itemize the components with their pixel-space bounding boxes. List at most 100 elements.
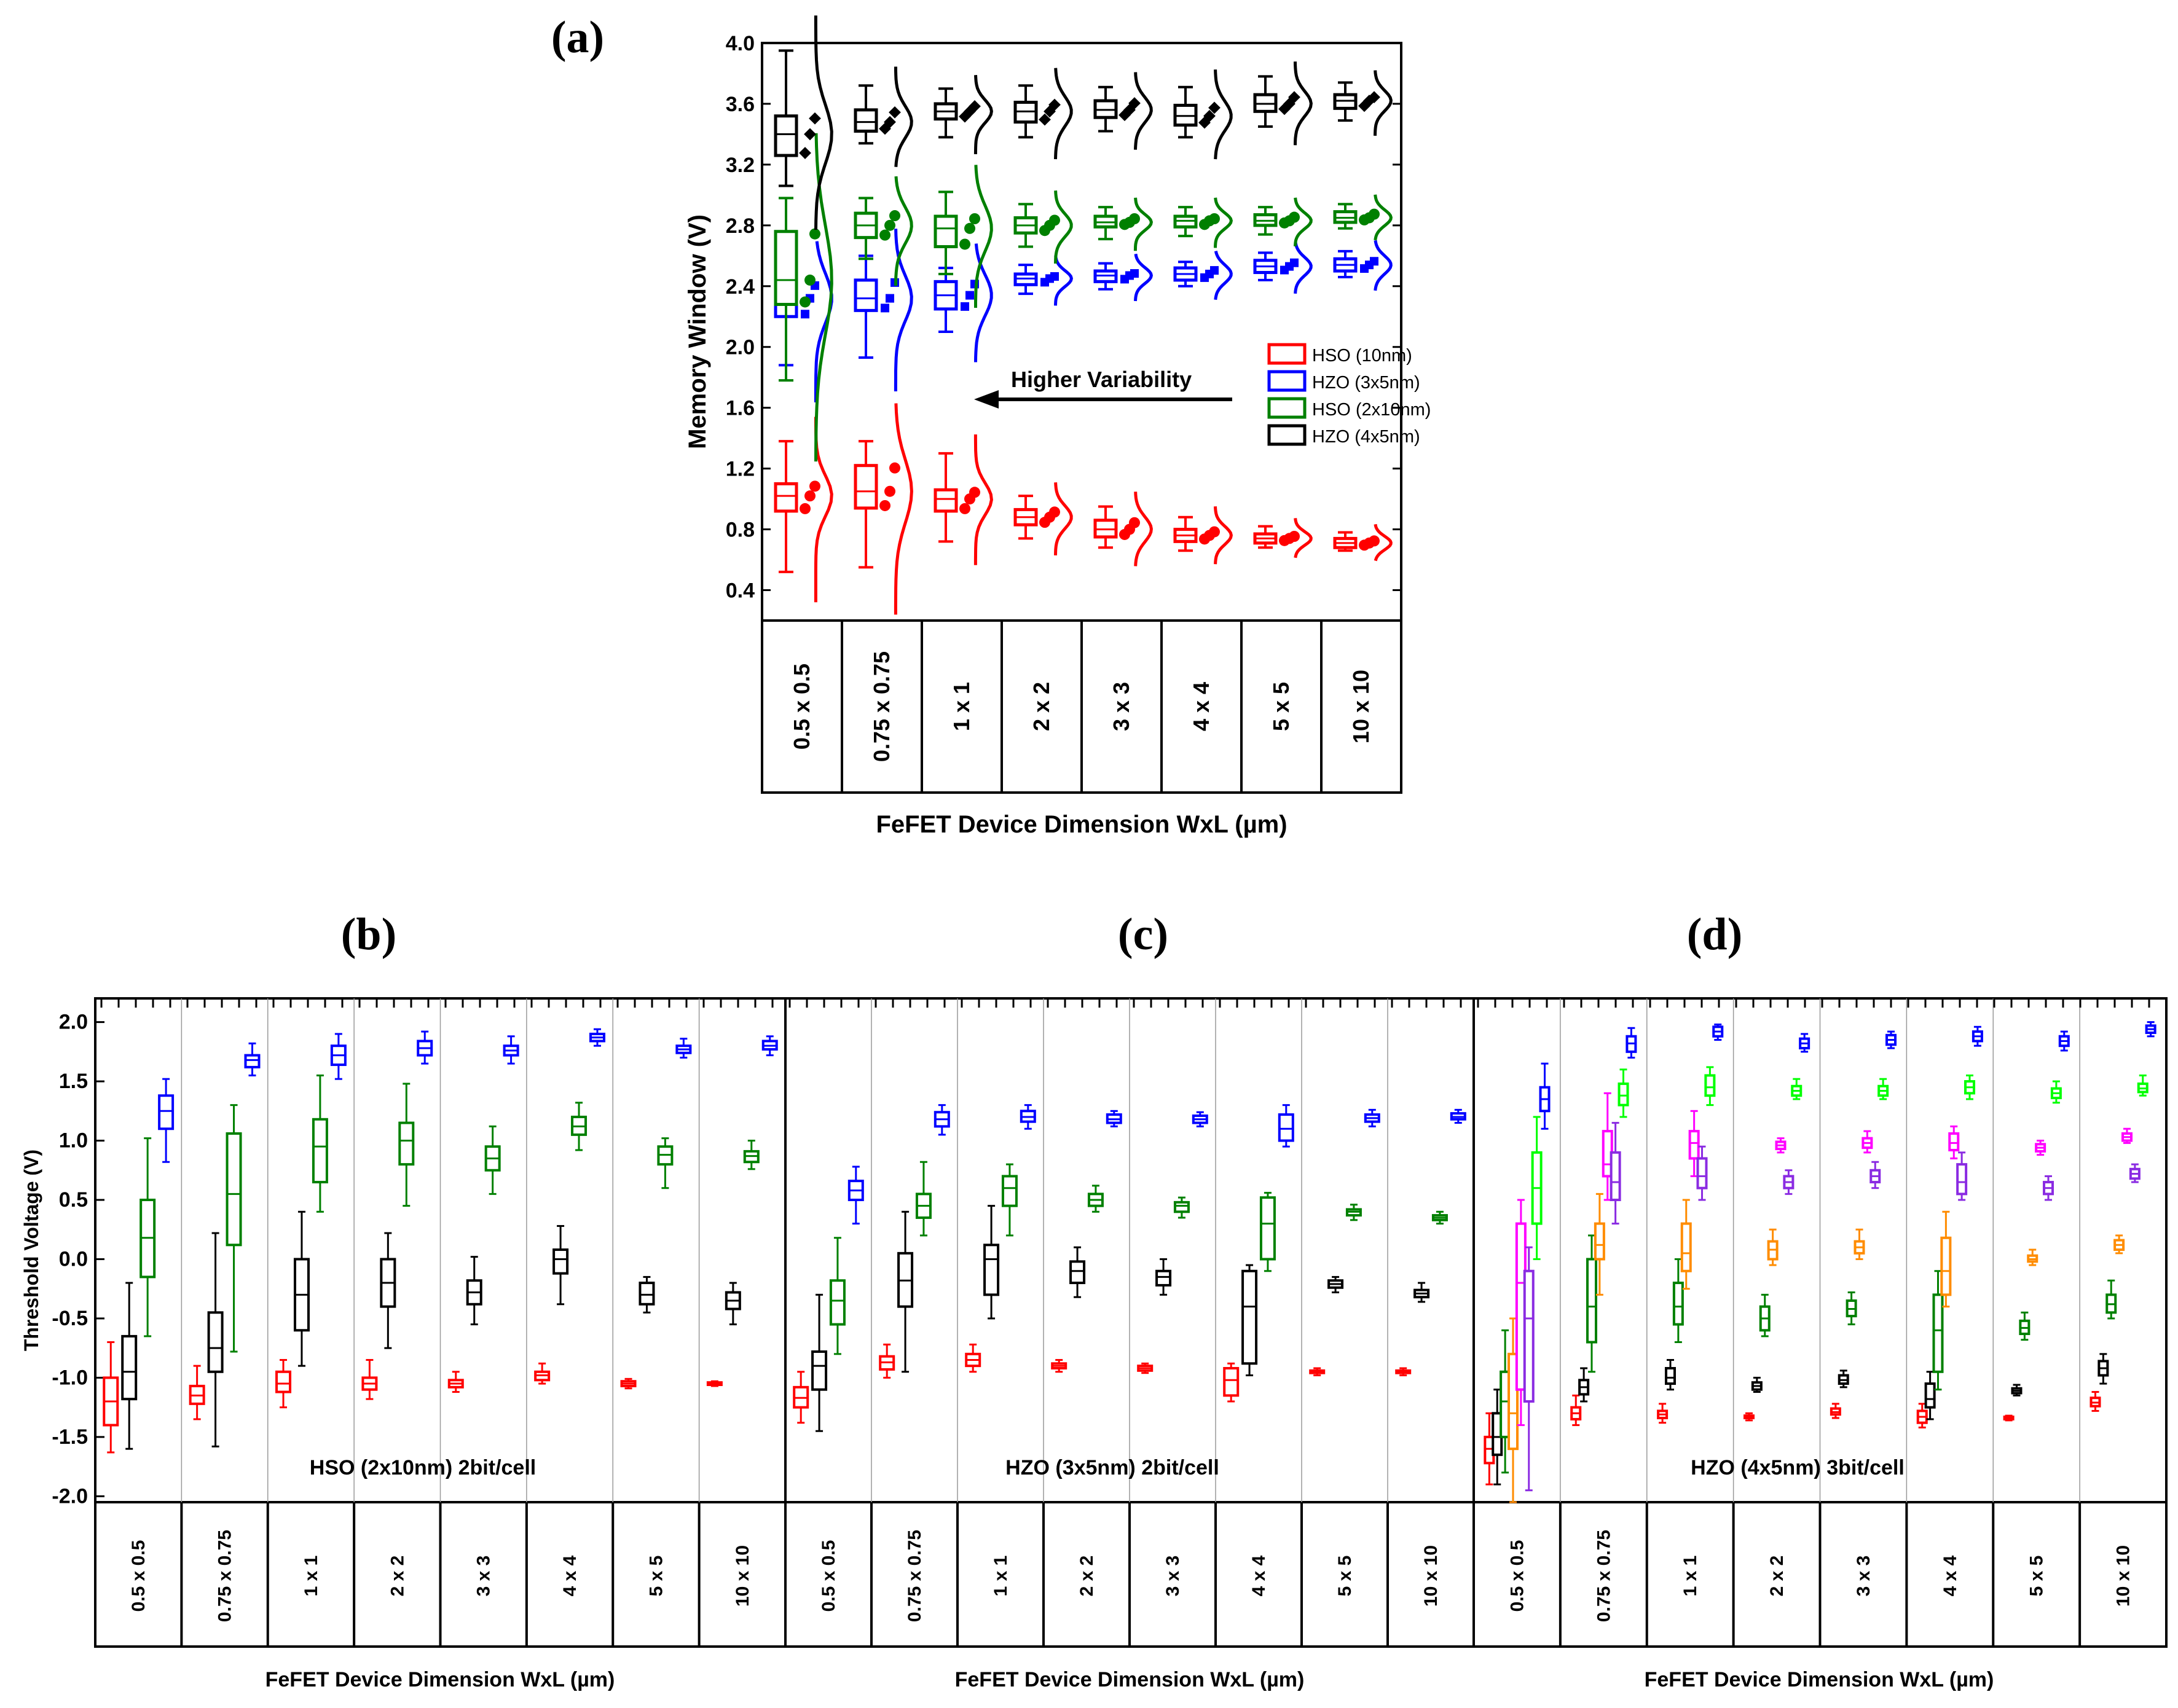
box (811, 1350, 828, 1391)
box (1001, 1175, 1018, 1207)
box (1223, 1366, 1240, 1397)
distribution-curve (1133, 197, 1153, 251)
distribution-curve (974, 165, 993, 308)
distribution-curve (1054, 255, 1073, 306)
circle-marker (809, 228, 820, 240)
box (1594, 1222, 1605, 1261)
distribution-curve (894, 66, 913, 167)
square-marker (1370, 257, 1378, 266)
circle-marker (889, 462, 900, 474)
circle-marker (879, 499, 890, 511)
box (552, 1248, 569, 1275)
diamond-marker (1128, 97, 1141, 109)
panel-label-c: (c) (1118, 909, 1168, 960)
y-tick-label: 2.0 (726, 336, 755, 359)
circle-marker (809, 480, 820, 492)
y-tick-label: 2.0 (59, 1011, 88, 1034)
box (854, 278, 878, 312)
box (244, 1054, 261, 1068)
box (934, 488, 958, 513)
box (1241, 1269, 1258, 1365)
distribution-curve (1214, 197, 1233, 248)
circle-marker (969, 213, 980, 224)
circle-marker (889, 210, 900, 222)
diamond-marker (1288, 91, 1300, 104)
panel-c-title: HZO (3x5nm) 2bit/cell (1005, 1456, 1219, 1479)
circle-marker (804, 490, 816, 502)
circle-marker (959, 238, 970, 250)
diamond-marker (1368, 91, 1380, 104)
diamond-marker (1208, 101, 1221, 114)
box (226, 1132, 242, 1247)
panel-a-y-ticks: 0.4 0.8 1.2 1.6 2.0 2.4 2.8 3.2 3.6 4.0 (726, 32, 1401, 603)
box (829, 1279, 846, 1326)
category-label: 5 x 5 (646, 1556, 666, 1597)
circle-marker (884, 219, 895, 231)
square-marker (1050, 272, 1059, 281)
panel-a-memory-window: 0.4 0.8 1.2 1.6 2.0 2.4 2.8 3.2 3.6 4.0 0.5 x 0.5… (684, 15, 1431, 838)
bottom-y-ticks: -2.0 -1.5 -1.0 -0.5 0.0 0.5 1.0 1.5 2.0 (52, 998, 2150, 1508)
panel-d-title: HZO (4x5nm) 3bit/cell (1691, 1456, 1905, 1479)
panel-label-b: (b) (341, 909, 396, 960)
category-label: 0.5 x 0.5 (819, 1540, 839, 1612)
legend-swatch (1267, 370, 1307, 392)
distribution-curve (1294, 61, 1313, 146)
y-tick-label: 0.0 (59, 1247, 88, 1271)
category-label: 5 x 5 (1268, 682, 1294, 731)
legend-swatch (1267, 424, 1307, 446)
distribution-curve (814, 15, 833, 230)
category-label: 10 x 10 (1348, 670, 1374, 743)
diamond-marker (799, 147, 811, 159)
y-tick-label: 4.0 (726, 32, 755, 55)
higher-variability-annotation: Higher Variability (1011, 367, 1192, 392)
panels-threshold-voltage: -2.0 -1.5 -1.0 -0.5 0.0 0.5 1.0 1.5 2.0 0.5 x 0.… (20, 997, 2168, 1691)
distribution-curve (1374, 240, 1393, 291)
y-tick-label: 0.5 (59, 1188, 88, 1212)
panel-b-title: HSO (2x10nm) 2bit/cell (310, 1456, 536, 1479)
box (398, 1121, 415, 1166)
category-label: 10 x 10 (2113, 1545, 2134, 1607)
box (312, 1118, 328, 1184)
distribution-curve (1294, 241, 1313, 294)
category-label: 10 x 10 (733, 1545, 753, 1607)
box (1155, 1269, 1172, 1287)
category-label: 0.75 x 0.75 (215, 1530, 235, 1622)
panel-a-categories: 0.5 x 0.5 0.75 x 0.75 1 x 1 2 x 2 3 x 3 4 x 4… (789, 651, 1374, 762)
distribution-curve (1134, 253, 1153, 302)
y-tick-label: -1.0 (52, 1366, 88, 1389)
category-label: 0.5 x 0.5 (789, 664, 814, 750)
panel-c-x-axis-label: FeFET Device Dimension WxL (µm) (955, 1668, 1305, 1691)
y-tick-label: 3.2 (726, 154, 755, 177)
bottom-gridlines (180, 998, 2082, 1647)
category-label: 1 x 1 (301, 1556, 321, 1597)
circle-marker (1129, 517, 1140, 528)
distribution-curve (973, 75, 993, 154)
legend-label: HZO (3x5nm) (1312, 373, 1420, 393)
category-label: 1 x 1 (949, 682, 974, 731)
distribution-curve (1134, 492, 1153, 566)
diamond-marker (884, 116, 896, 128)
panel-label-a: (a) (551, 12, 604, 63)
distribution-curve (814, 133, 833, 462)
arrow-head-icon (974, 390, 999, 409)
circle-marker (800, 296, 811, 308)
circle-marker (879, 229, 890, 241)
y-tick-label: 1.2 (726, 458, 755, 481)
box (774, 114, 798, 157)
circle-marker (1049, 214, 1060, 226)
box (1672, 1282, 1684, 1326)
distribution-curve (1374, 194, 1393, 241)
category-label: 2 x 2 (1767, 1556, 1787, 1597)
distribution-curve (814, 241, 833, 402)
category-label: 4 x 4 (1940, 1555, 1960, 1596)
diamond-marker (969, 100, 981, 112)
panel-b-x-axis-label: FeFET Device Dimension WxL (µm) (265, 1668, 615, 1691)
circle-marker (1369, 208, 1380, 220)
y-tick-label: 1.6 (726, 397, 755, 420)
box (1523, 1269, 1535, 1403)
box (854, 108, 878, 133)
legend-swatch (1267, 343, 1307, 365)
distribution-curve (1054, 190, 1073, 264)
box (121, 1334, 138, 1401)
